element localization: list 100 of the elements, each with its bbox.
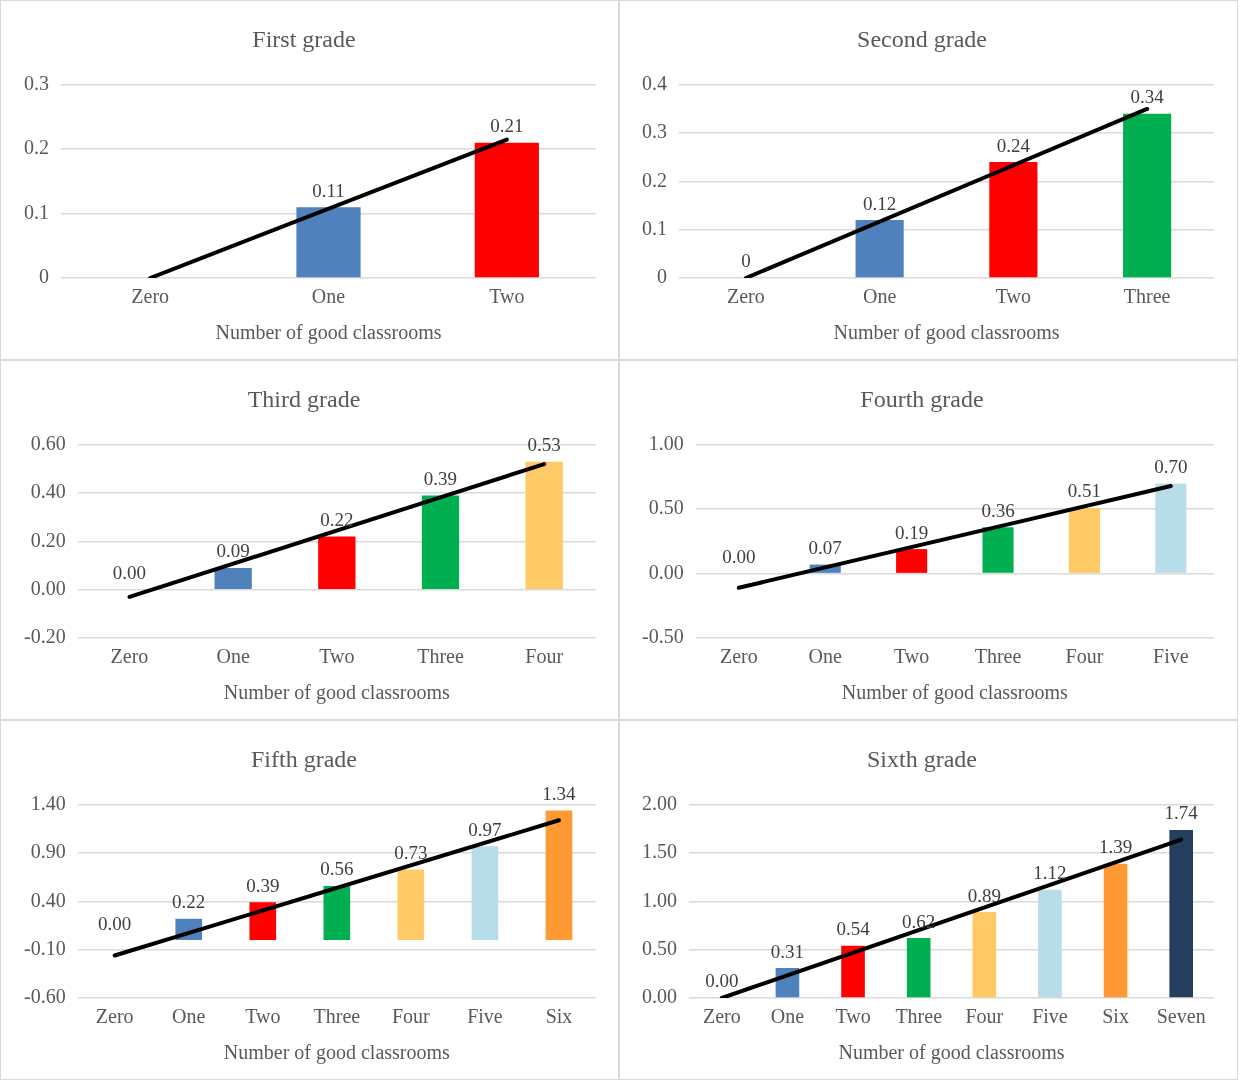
x-tick-label: Four — [1065, 645, 1104, 668]
x-tick-label: Six — [545, 1005, 573, 1028]
data-label: 0.12 — [863, 192, 897, 214]
data-label: 0.31 — [770, 940, 805, 962]
x-tick-label: Three — [974, 645, 1022, 668]
data-label: 0.22 — [320, 509, 354, 531]
data-label: 0 — [741, 250, 751, 272]
x-tick-label: Four — [525, 645, 564, 668]
y-tick-label: 0.00 — [642, 985, 677, 1008]
y-tick-label: 1.00 — [648, 432, 684, 455]
bar — [972, 912, 997, 998]
data-label: 0.51 — [1067, 480, 1102, 502]
x-tick-label: Zero — [131, 285, 170, 308]
data-label: 0.39 — [423, 468, 458, 489]
x-tick-label: Two — [995, 285, 1032, 308]
bar — [214, 567, 252, 589]
data-label: 0.00 — [98, 912, 132, 934]
y-tick-label: 0.4 — [642, 72, 667, 95]
y-tick-label: 2.00 — [642, 792, 677, 815]
data-label: 0.73 — [394, 842, 428, 864]
bar — [323, 885, 351, 941]
y-tick-label: 0.3 — [24, 72, 49, 95]
x-tick-label: Two — [894, 645, 930, 668]
chart-title: Second grade — [857, 25, 987, 52]
x-tick-label: Two — [835, 1005, 871, 1028]
x-tick-label: Three — [417, 645, 464, 668]
data-label: 0.09 — [216, 540, 250, 562]
data-label: 1.74 — [1164, 802, 1199, 824]
x-tick-label: Zero — [719, 645, 758, 668]
data-label: 0.00 — [112, 562, 147, 584]
x-axis-title: Number of good classrooms — [841, 681, 1069, 705]
x-tick-label: Three — [313, 1005, 361, 1028]
x-axis-title: Number of good classrooms — [833, 321, 1060, 345]
y-tick-label: 0.50 — [642, 936, 677, 959]
data-label: 0.00 — [722, 546, 756, 568]
y-tick-label: 1.00 — [642, 888, 677, 911]
y-tick-label: 0.40 — [30, 480, 66, 503]
x-tick-label: Six — [1102, 1005, 1129, 1028]
x-tick-label: Three — [1123, 285, 1171, 308]
x-tick-label: Five — [467, 1005, 503, 1028]
data-label: 0.00 — [705, 970, 739, 992]
bar — [525, 461, 563, 589]
bar — [545, 810, 573, 941]
chart-title: Sixth grade — [867, 745, 977, 772]
x-tick-label: Zero — [726, 285, 765, 308]
bar — [982, 527, 1014, 573]
data-label: 0.24 — [996, 134, 1031, 156]
x-tick-label: Two — [245, 1005, 281, 1028]
chart-title: Fourth grade — [860, 385, 984, 412]
x-tick-label: Four — [391, 1005, 431, 1028]
data-label: 1.12 — [1033, 862, 1067, 884]
bar — [397, 869, 425, 941]
data-label: 0.19 — [895, 521, 929, 543]
y-tick-label: -0.20 — [23, 625, 66, 648]
bar — [896, 549, 928, 573]
y-tick-label: 0.40 — [30, 888, 66, 911]
data-label: 0.89 — [967, 884, 1001, 906]
y-tick-label: 0.20 — [30, 528, 66, 551]
data-label: 0.53 — [527, 434, 561, 456]
data-label: 0.39 — [246, 874, 280, 896]
x-tick-label: One — [311, 285, 346, 308]
bar — [855, 220, 904, 278]
bar — [1155, 483, 1187, 573]
x-tick-label: Zero — [95, 1005, 134, 1028]
bar — [1103, 863, 1128, 998]
bar — [318, 536, 356, 589]
x-axis-title: Number of good classrooms — [223, 681, 451, 705]
data-label: 0.07 — [808, 537, 842, 559]
x-axis-title: Number of good classrooms — [215, 321, 442, 345]
x-tick-label: One — [172, 1005, 206, 1028]
x-tick-label: Seven — [1156, 1005, 1206, 1028]
data-label: 0.22 — [172, 891, 206, 913]
bar — [906, 938, 931, 998]
x-tick-label: One — [862, 285, 897, 308]
x-axis-title: Number of good classrooms — [838, 1041, 1065, 1065]
x-tick-label: Two — [319, 645, 355, 668]
data-label: 0.62 — [902, 910, 936, 932]
data-label: 0.56 — [320, 858, 354, 880]
data-label: 1.39 — [1098, 836, 1133, 858]
data-label: 0.36 — [981, 499, 1015, 521]
x-axis-title: Number of good classrooms — [223, 1041, 451, 1065]
chart-title: Fifth grade — [251, 745, 357, 772]
data-label: 0.70 — [1154, 455, 1188, 477]
y-tick-label: 0.3 — [642, 120, 667, 143]
x-tick-label: One — [770, 1005, 805, 1028]
data-label: 0.21 — [490, 115, 524, 137]
data-label: 1.34 — [542, 783, 577, 805]
bar — [1068, 507, 1100, 573]
y-tick-label: -0.10 — [23, 936, 66, 959]
x-tick-label: Two — [489, 285, 525, 308]
y-tick-label: 0 — [39, 265, 49, 288]
y-tick-label: 0.1 — [24, 200, 49, 223]
y-tick-label: -0.50 — [641, 625, 684, 648]
x-tick-label: One — [808, 645, 843, 668]
x-tick-label: Zero — [702, 1005, 741, 1028]
data-label: 0.34 — [1130, 86, 1165, 108]
bar — [421, 495, 460, 589]
y-tick-label: 0.2 — [642, 168, 667, 191]
y-tick-label: 0.00 — [30, 576, 66, 599]
x-tick-label: Zero — [110, 645, 149, 668]
